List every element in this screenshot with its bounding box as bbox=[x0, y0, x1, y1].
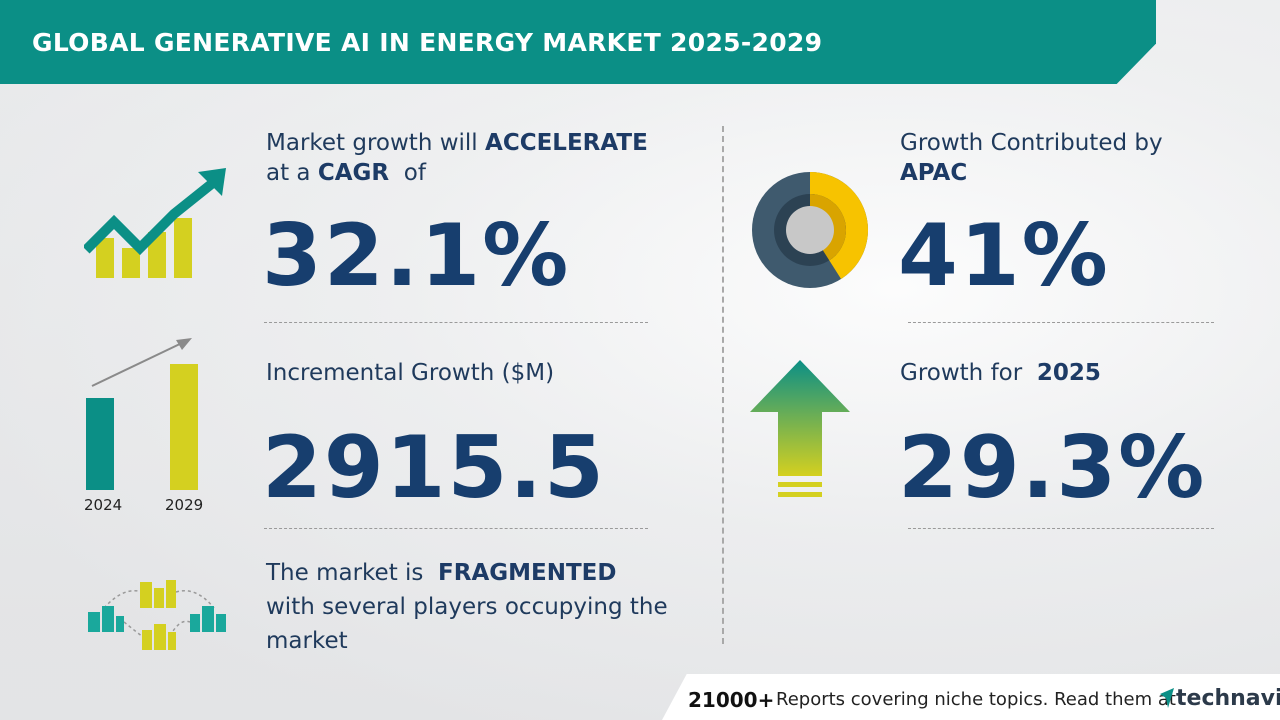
fragmented-line1: The market is FRAGMENTED bbox=[266, 558, 616, 588]
cagr-line2: at a CAGR of bbox=[266, 158, 426, 188]
up-arrow-icon bbox=[750, 360, 850, 497]
center-divider bbox=[722, 126, 724, 644]
cagr-value: 32.1% bbox=[262, 206, 571, 306]
page-title: GLOBAL GENERATIVE AI IN ENERGY MARKET 20… bbox=[32, 28, 823, 57]
cagr-line1: Market growth will ACCELERATE bbox=[266, 128, 648, 158]
growth-year-value: 29.3% bbox=[898, 418, 1207, 518]
cagr-accelerate: ACCELERATE bbox=[485, 130, 648, 156]
growth-chart-icon bbox=[84, 168, 226, 278]
footer-count: 21000+ bbox=[688, 688, 775, 712]
technavio-link[interactable]: technavio bbox=[1176, 686, 1280, 711]
region-label: Growth Contributed by bbox=[900, 130, 1163, 156]
fragmented-line3: market bbox=[266, 628, 348, 654]
region-line2: APAC bbox=[900, 158, 967, 188]
buildings-icon bbox=[88, 580, 226, 650]
technavio-logo-icon bbox=[1160, 688, 1174, 708]
growth-year: 2025 bbox=[1036, 360, 1101, 386]
incremental-value: 2915.5 bbox=[262, 418, 606, 518]
incremental-label: Incremental Growth ($M) bbox=[266, 360, 555, 386]
header-banner bbox=[0, 0, 1156, 84]
cagr-prefix: Market growth will bbox=[266, 130, 478, 156]
year-2024-label: 2024 bbox=[84, 496, 123, 514]
cagr-at-a: at a bbox=[266, 160, 311, 186]
divider-4 bbox=[908, 528, 1214, 529]
divider-2 bbox=[264, 528, 648, 529]
region-name: APAC bbox=[900, 160, 968, 186]
fragmented-label: FRAGMENTED bbox=[438, 560, 617, 586]
growth-year-prefix: Growth for bbox=[900, 360, 1023, 386]
divider-1 bbox=[264, 322, 648, 323]
footer-bar bbox=[662, 674, 1280, 720]
cagr-label: CAGR bbox=[317, 160, 390, 186]
bar-comparison-icon bbox=[86, 338, 198, 490]
region-value: 41% bbox=[898, 206, 1110, 306]
footer-text: Reports covering niche topics. Read them… bbox=[776, 689, 1176, 710]
donut-chart-icon bbox=[752, 172, 869, 288]
fragmented-line2: with several players occupying the bbox=[266, 594, 668, 620]
divider-3 bbox=[908, 322, 1214, 323]
cagr-of: of bbox=[403, 160, 426, 186]
year-2029-label: 2029 bbox=[165, 496, 204, 514]
growth-year-line: Growth for 2025 bbox=[900, 358, 1101, 388]
fragmented-prefix: The market is bbox=[266, 560, 424, 586]
